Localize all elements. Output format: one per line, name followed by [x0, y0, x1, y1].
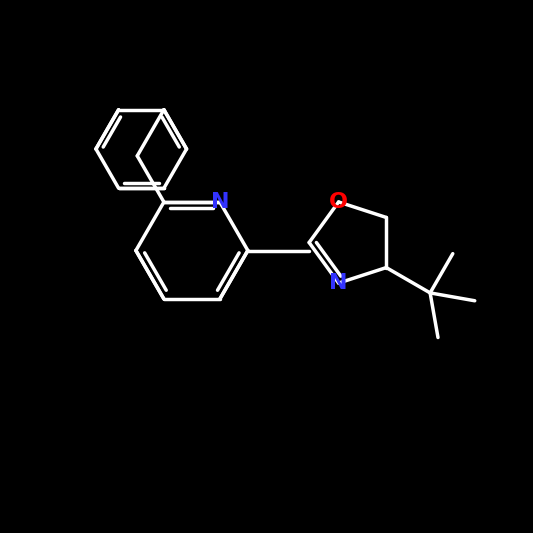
Text: N: N	[211, 192, 229, 212]
Text: O: O	[329, 192, 348, 212]
Text: N: N	[329, 273, 348, 293]
